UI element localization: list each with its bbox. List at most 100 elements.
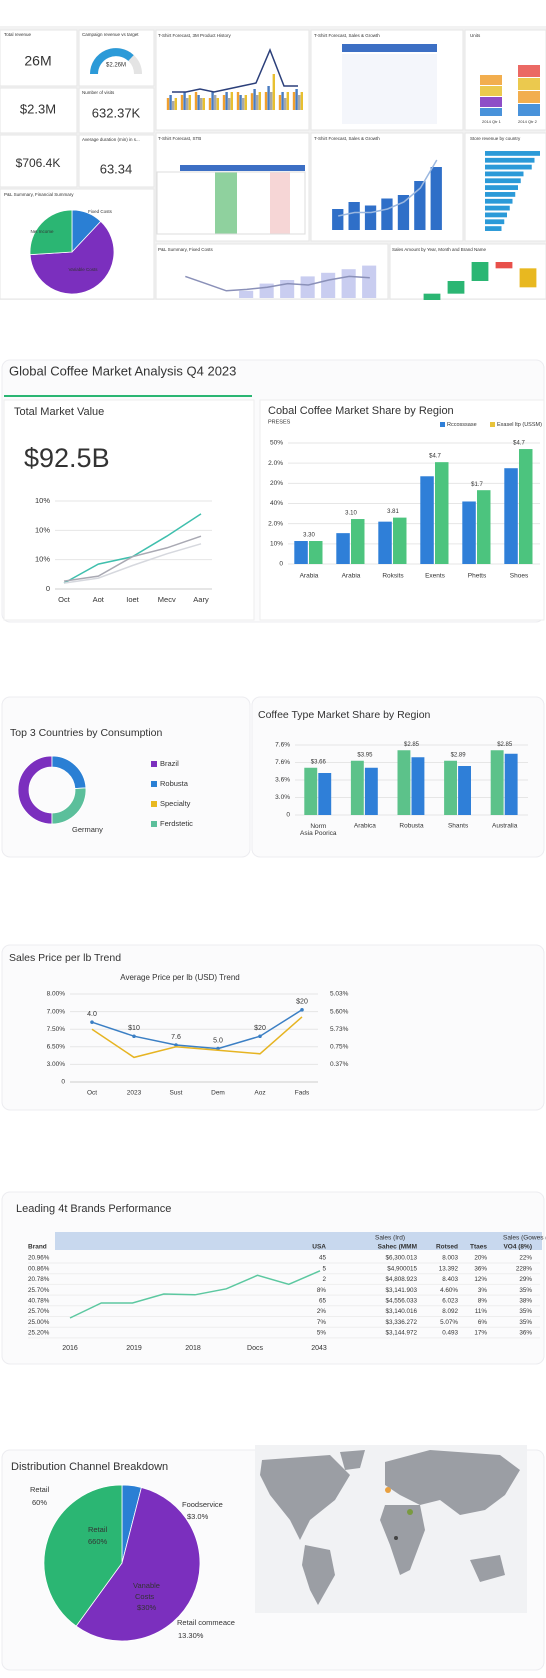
continent bbox=[385, 1450, 520, 1515]
map-spot bbox=[385, 1487, 391, 1493]
bar bbox=[444, 760, 457, 815]
ribbon bbox=[518, 78, 540, 90]
data-label: $2.85 bbox=[404, 742, 420, 748]
y-tick-label: 3.0% bbox=[275, 794, 290, 801]
table-cell: 228% bbox=[516, 1265, 533, 1272]
x-tick-label: Norm Asia Poorica bbox=[300, 823, 337, 837]
headline-value: $92.5B bbox=[24, 443, 110, 473]
card bbox=[78, 29, 155, 87]
table-cell: 8.092 bbox=[442, 1308, 458, 1315]
ribbon bbox=[518, 65, 540, 77]
x-tick-label: 2018 bbox=[185, 1345, 201, 1352]
bar bbox=[485, 171, 524, 177]
y-tick-label: 8.00% bbox=[47, 991, 66, 998]
kpi-value: 26M bbox=[24, 53, 51, 69]
bar bbox=[188, 95, 191, 110]
bar bbox=[393, 517, 407, 564]
panel bbox=[259, 399, 545, 621]
bar bbox=[490, 750, 504, 815]
slice-label: $3.0% bbox=[187, 1512, 209, 1521]
y-tick-label: 5.73% bbox=[330, 1026, 349, 1033]
table-cell: 65 bbox=[319, 1297, 327, 1304]
x-tick-label: Robusta bbox=[399, 823, 424, 830]
series-line bbox=[91, 1016, 303, 1059]
y-tick-label: 3.00% bbox=[47, 1061, 66, 1068]
slice bbox=[43, 1484, 123, 1627]
bar bbox=[292, 92, 296, 110]
x-tick-label: Shants bbox=[448, 823, 469, 830]
y-tick-label: 3.6% bbox=[275, 777, 290, 784]
bar bbox=[172, 101, 175, 110]
table-header-band bbox=[55, 1232, 542, 1250]
card bbox=[155, 29, 310, 131]
point bbox=[90, 1020, 94, 1024]
y-tick-label: 10% bbox=[270, 541, 283, 548]
data-label: 3.10 bbox=[345, 511, 357, 517]
bar bbox=[174, 98, 177, 110]
slice-label: $30% bbox=[137, 1603, 157, 1612]
bar bbox=[378, 521, 392, 564]
bar bbox=[284, 98, 287, 110]
chart-title: Sales Amount by Year, Month and Brand Na… bbox=[392, 247, 487, 252]
y-tick-label: 5.03% bbox=[330, 991, 349, 998]
table-cell: 12% bbox=[474, 1276, 487, 1283]
table-cell: 8% bbox=[317, 1287, 327, 1294]
bar bbox=[270, 92, 273, 110]
table-cell: 25.70% bbox=[28, 1308, 50, 1315]
y-tick-label: 0 bbox=[279, 561, 283, 568]
y-tick-label: 2.0% bbox=[268, 460, 283, 467]
table-cell: 6% bbox=[478, 1319, 488, 1326]
y-tick-label: 0 bbox=[61, 1079, 65, 1086]
bar bbox=[362, 265, 377, 298]
continent bbox=[340, 1450, 365, 1470]
data-label: $20 bbox=[296, 999, 308, 1006]
table-cell: 20.96% bbox=[28, 1255, 50, 1262]
bar bbox=[485, 178, 521, 184]
chart-title: Total Market Value bbox=[14, 406, 104, 418]
bar bbox=[495, 262, 513, 269]
x-tick-label: Aot bbox=[93, 595, 105, 604]
series-line bbox=[69, 1270, 321, 1319]
bar bbox=[222, 95, 226, 110]
series-line bbox=[338, 159, 438, 217]
table-frame bbox=[156, 171, 306, 235]
legend-swatch bbox=[151, 801, 157, 807]
bar bbox=[194, 92, 198, 110]
series-line bbox=[63, 535, 202, 582]
y-tick-label: 10% bbox=[35, 525, 50, 534]
bar bbox=[348, 202, 360, 230]
bar bbox=[244, 95, 247, 110]
legend-swatch bbox=[151, 761, 157, 767]
slice-label: Fixed Costs bbox=[88, 209, 113, 214]
table-cell: 0.493 bbox=[442, 1330, 458, 1337]
table-body bbox=[342, 54, 437, 124]
annotation: Germany bbox=[72, 825, 103, 834]
table-cell: $3,141.903 bbox=[385, 1287, 417, 1294]
bar bbox=[169, 95, 172, 110]
bar bbox=[397, 195, 410, 230]
x-tick-label: Docs bbox=[247, 1345, 263, 1352]
bar bbox=[264, 92, 268, 110]
table-cell: 8.003 bbox=[442, 1255, 458, 1262]
x-tick-label: Dem bbox=[211, 1090, 225, 1097]
slice bbox=[29, 220, 115, 295]
ribbon bbox=[480, 108, 502, 116]
legend-label: Brazil bbox=[160, 759, 179, 768]
y-tick-label: 7.00% bbox=[47, 1008, 66, 1015]
bar bbox=[211, 92, 214, 110]
table-cell: 29% bbox=[519, 1276, 532, 1283]
x-tick-label: Roksits bbox=[382, 573, 404, 580]
x-tick-label: Ioet bbox=[126, 595, 139, 604]
bar bbox=[186, 98, 189, 110]
table-column bbox=[215, 172, 237, 234]
x-tick-label: Arabica bbox=[354, 823, 376, 830]
x-tick-label: 2016 bbox=[62, 1345, 78, 1352]
bar bbox=[216, 98, 219, 110]
bar bbox=[202, 98, 205, 110]
y-tick-label: 40% bbox=[270, 500, 283, 507]
bar bbox=[341, 269, 356, 298]
bar bbox=[256, 95, 259, 110]
bar bbox=[272, 74, 275, 110]
series-line bbox=[91, 1009, 303, 1050]
x-tick-label: Arabia bbox=[300, 573, 319, 580]
